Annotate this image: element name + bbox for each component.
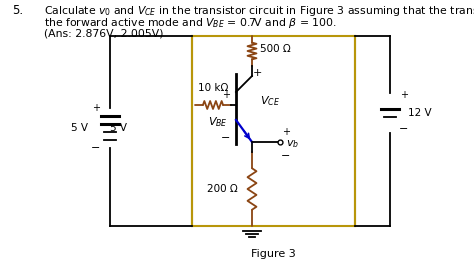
Text: 5.: 5.	[12, 4, 23, 17]
Text: $V_{BE}$: $V_{BE}$	[208, 115, 228, 129]
Text: $V_{CE}$: $V_{CE}$	[260, 94, 280, 108]
Text: 10 kΩ: 10 kΩ	[198, 83, 228, 93]
Text: −: −	[91, 143, 100, 153]
Text: −: −	[221, 133, 231, 143]
Text: +: +	[282, 127, 290, 137]
Text: (Ans: 2.876V, 2.005V): (Ans: 2.876V, 2.005V)	[44, 28, 164, 38]
Text: +: +	[400, 90, 408, 100]
Text: the forward active mode and $V_{BE}$ = 0.7V and $\beta$ = 100.: the forward active mode and $V_{BE}$ = 0…	[44, 16, 337, 30]
Text: −: −	[281, 151, 291, 161]
Text: 12 V: 12 V	[408, 108, 432, 118]
Text: $v_b$: $v_b$	[286, 138, 299, 150]
Text: 5 V: 5 V	[71, 123, 88, 133]
Text: Figure 3: Figure 3	[251, 249, 296, 259]
Text: 200 Ω: 200 Ω	[207, 184, 238, 194]
Text: 500 Ω: 500 Ω	[260, 44, 291, 54]
Text: Calculate $v_0$ and $V_{CE}$ in the transistor circuit in Figure 3 assuming that: Calculate $v_0$ and $V_{CE}$ in the tran…	[44, 4, 474, 18]
Text: +: +	[92, 103, 100, 113]
Text: +: +	[222, 90, 230, 100]
Text: 5 V: 5 V	[110, 123, 127, 133]
Text: +: +	[252, 68, 262, 78]
Text: −: −	[399, 124, 409, 134]
